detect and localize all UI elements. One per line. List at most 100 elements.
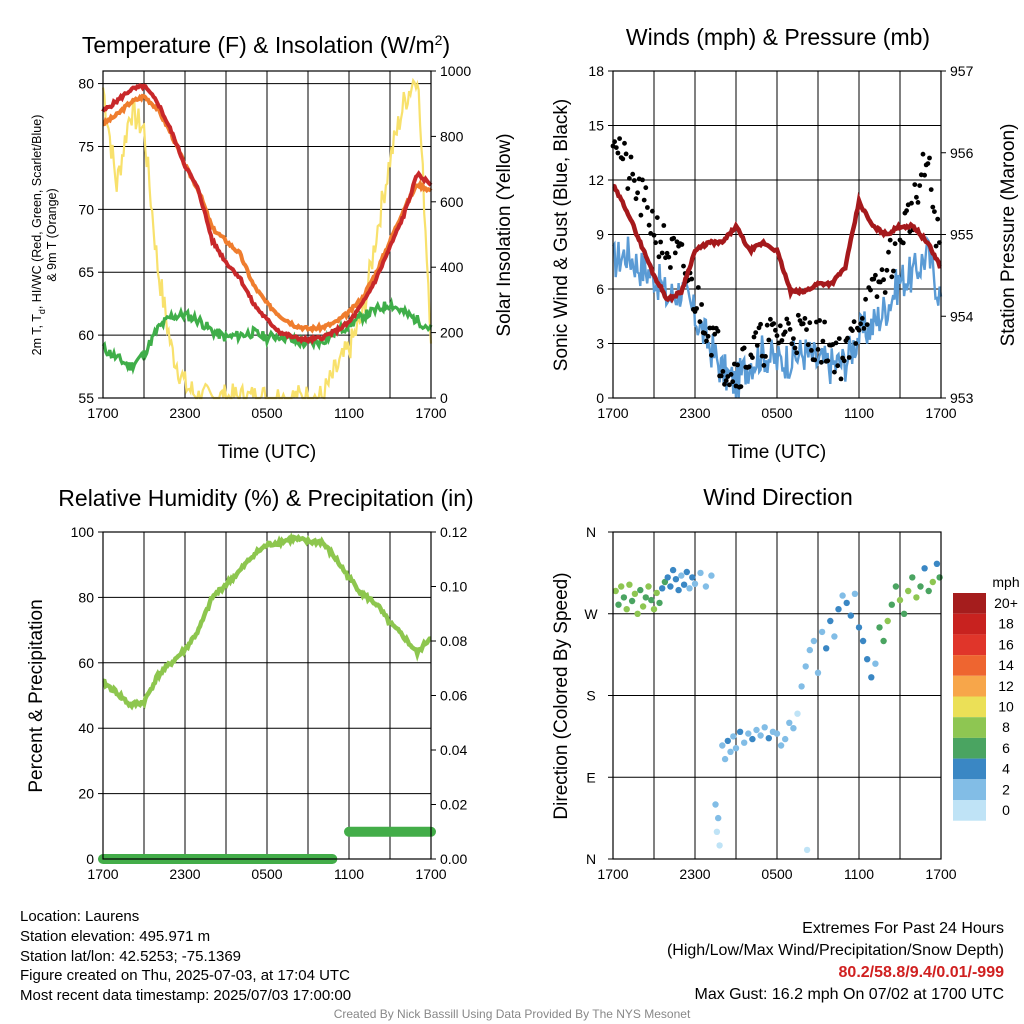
y2-tick-label: 400: [440, 259, 464, 275]
legend-swatch: [953, 613, 986, 635]
gust-point: [817, 318, 822, 323]
x-tick-label: 1100: [844, 866, 874, 882]
direction-point: [851, 590, 859, 597]
x-tick-label: 0500: [761, 405, 792, 421]
temperature-ylabel: 2m T, Td, HI/WC (Red, Green, Scarlet/Blu…: [30, 115, 47, 356]
direction-point: [661, 578, 669, 586]
direction-point: [929, 578, 936, 586]
extremes-subheading: (High/Low/Max Wind/Precipitation/Snow De…: [666, 942, 1004, 959]
gust-point: [697, 319, 703, 325]
gust-point: [845, 335, 850, 341]
direction-point: [741, 739, 748, 746]
direction-point: [615, 601, 622, 608]
direction-point: [716, 842, 723, 849]
gust-point: [681, 263, 686, 269]
gust-point: [805, 342, 811, 348]
gust-point: [802, 316, 808, 321]
direction-point: [620, 594, 628, 601]
max-gust: Max Gust: 16.2 mph On 07/02 at 1700 UTC: [694, 986, 1005, 1003]
direction-point: [921, 565, 928, 572]
gust-point: [753, 330, 759, 335]
direction-point: [683, 568, 690, 576]
temperature-plot: 1700 2300 0500 1100 170055606570758002004006…: [78, 63, 471, 421]
y2-tick-label: 800: [440, 128, 464, 144]
gust-point: [861, 326, 867, 331]
gust-point: [841, 358, 847, 364]
credit-line: Created By Nick Bassill Using Data Provi…: [333, 1007, 691, 1021]
y2-tick-label: 955: [950, 227, 974, 243]
gust-point: [873, 272, 878, 278]
direction-point: [790, 725, 797, 732]
gust-point: [874, 294, 880, 300]
gust-point: [884, 267, 890, 273]
gust-point: [727, 382, 732, 388]
direction-point: [855, 624, 863, 631]
gust-point: [804, 327, 809, 332]
gust-point: [754, 343, 760, 348]
direction-point: [697, 569, 704, 577]
y-tick-label: 9: [596, 227, 604, 243]
legend-label: 8: [1002, 719, 1010, 735]
legend-label: 6: [1002, 740, 1010, 756]
direction-point: [847, 612, 854, 619]
gust-point: [891, 268, 896, 274]
gust-point: [800, 321, 806, 327]
gust-point: [718, 373, 724, 379]
direction-point: [618, 583, 625, 590]
humidity-panel: Relative Humidity (%) & Precipitation (i…: [26, 485, 474, 882]
gust-point: [812, 357, 818, 363]
gust-point: [825, 358, 831, 364]
direction-tick-label: N: [586, 851, 596, 867]
y-tick-label: 80: [78, 589, 94, 605]
direction-tick-label: E: [586, 769, 595, 785]
legend-swatch: [953, 634, 986, 656]
gust-point: [900, 240, 906, 246]
gust-point: [712, 331, 718, 337]
gust-point: [764, 322, 770, 328]
winds-panel: Winds (mph) & Pressure (mb) 1700 2300 0500…: [551, 24, 1019, 463]
humidity-ylabel: Percent & Precipitation: [26, 599, 47, 792]
gust-point: [909, 200, 914, 206]
y2-tick-label: 0.02: [440, 797, 467, 813]
gust-point: [666, 254, 672, 260]
y-tick-label: 0: [86, 851, 94, 867]
direction-point: [686, 585, 693, 592]
figure-created: Figure created on Thu, 2025-07-03, at 17…: [20, 967, 350, 985]
direction-tick-label: S: [586, 688, 595, 704]
gust-point: [715, 328, 721, 334]
direction-ylabel: Direction (Colored By Speed): [551, 572, 572, 819]
y2-tick-label: 0.10: [440, 579, 467, 595]
direction-point: [925, 587, 932, 595]
gust-point: [766, 337, 772, 343]
gust-point: [709, 352, 714, 358]
y-tick-label: 55: [78, 390, 94, 406]
insolation-ylabel: Solar Insolation (Yellow): [494, 133, 515, 336]
legend-swatch: [953, 696, 986, 718]
gust-point: [653, 240, 658, 246]
direction-point: [843, 599, 850, 607]
gust-point: [722, 381, 727, 387]
extremes-values: 80.2/58.8/9.4/0.01/-999: [838, 964, 1004, 981]
direction-point: [667, 583, 674, 590]
extremes-heading: Extremes For Past 24 Hours: [802, 920, 1004, 937]
y2-tick-label: 956: [950, 145, 974, 161]
legend-swatch: [953, 655, 986, 676]
direction-point: [680, 581, 688, 588]
y-tick-label: 70: [78, 201, 94, 217]
direction-point: [905, 587, 912, 595]
dewpoint-line: [101, 296, 433, 375]
direction-point: [628, 597, 636, 605]
direction-point: [708, 572, 715, 579]
direction-point: [732, 745, 740, 752]
gust-point: [932, 209, 937, 215]
temperature-xlabel: Time (UTC): [218, 442, 317, 463]
humidity-plot: 1700 2300 0500 1100 17000204060801000.000.02…: [71, 524, 468, 882]
gust-point: [679, 242, 685, 247]
gust-point: [915, 200, 921, 205]
gust-point: [761, 363, 767, 368]
direction-point: [868, 674, 875, 681]
gust-point: [659, 250, 665, 256]
x-tick-label: 2300: [679, 866, 710, 882]
direction-point: [876, 624, 883, 631]
gust-point: [914, 194, 919, 200]
